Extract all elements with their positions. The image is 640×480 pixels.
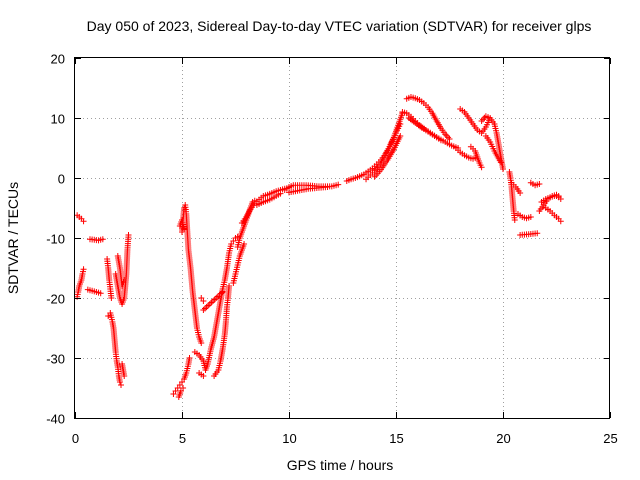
x-axis-ticks: 0 5 10 15 20 25 [72, 58, 618, 446]
y-tick-label: -20 [46, 292, 65, 307]
x-tick-label: 25 [603, 431, 617, 446]
x-tick-label: 10 [282, 431, 296, 446]
x-tick-label: 0 [72, 431, 79, 446]
plot-frame [74, 57, 610, 419]
y-axis-ticks: -40 -30 -20 -10 0 10 20 [46, 52, 610, 427]
y-tick-label: -40 [46, 412, 65, 427]
y-axis-label: SDTVAR / TECUs [5, 182, 21, 294]
x-tick-label: 5 [179, 431, 186, 446]
y-tick-label: -30 [46, 352, 65, 367]
data-points-sdtvar [74, 94, 564, 400]
x-tick-label: 15 [389, 431, 403, 446]
x-axis-label: GPS time / hours [287, 457, 394, 473]
data-series-sdtvar [74, 94, 564, 400]
chart-title: Day 050 of 2023, Sidereal Day-to-day VTE… [87, 18, 592, 34]
y-tick-label: -10 [46, 232, 65, 247]
y-tick-label: 20 [51, 52, 65, 67]
y-tick-label: 10 [51, 112, 65, 127]
x-tick-label: 20 [496, 431, 510, 446]
y-tick-label: 0 [58, 172, 65, 187]
grid-lines [75, 58, 610, 418]
